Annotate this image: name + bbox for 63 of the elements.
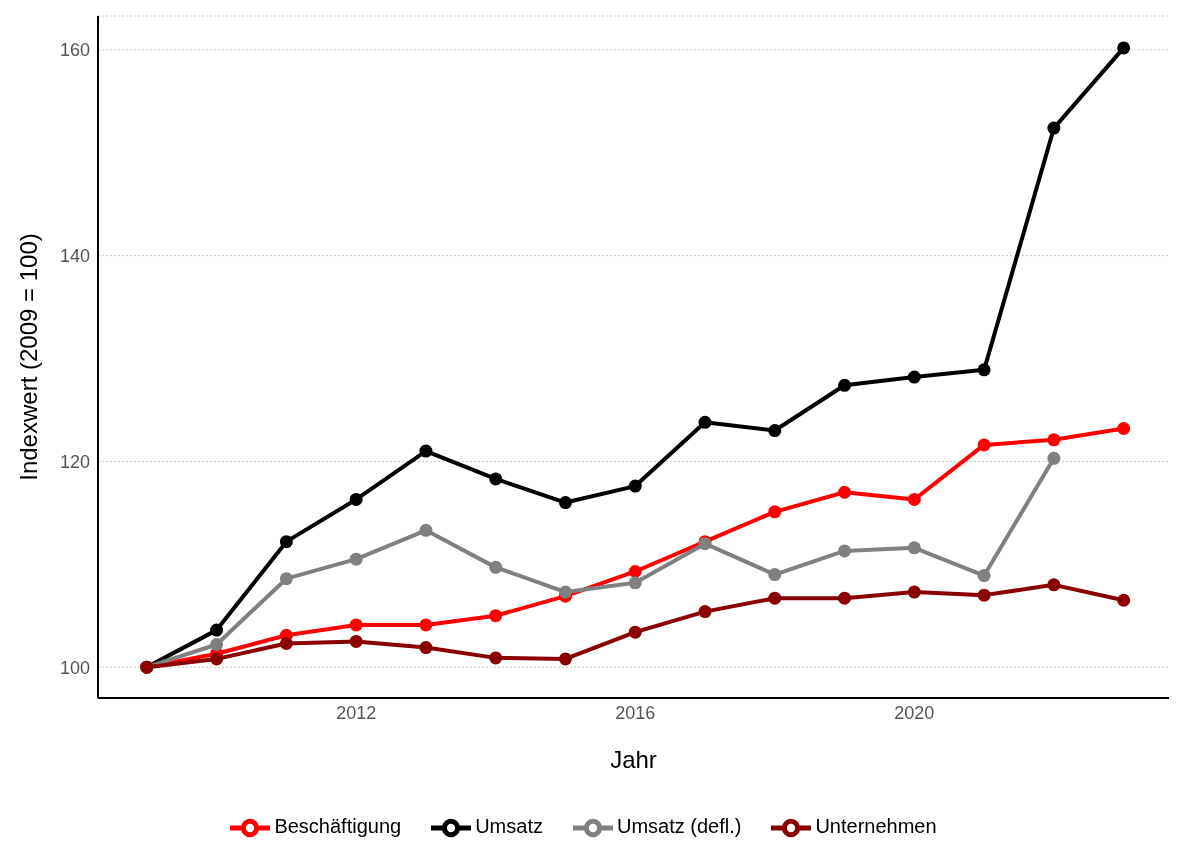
x-tick-label: 2020 [894, 702, 935, 723]
point [349, 492, 363, 506]
point [1047, 578, 1061, 592]
point [907, 541, 921, 555]
point [210, 652, 224, 666]
point [838, 485, 852, 499]
point [419, 618, 433, 632]
point [1117, 41, 1131, 55]
point [489, 472, 503, 486]
point [558, 496, 572, 510]
y-tick-label: 100 [59, 657, 90, 678]
point [977, 588, 991, 602]
point [698, 415, 712, 429]
point [558, 585, 572, 599]
point [489, 609, 503, 623]
point [558, 652, 572, 666]
point [210, 623, 224, 637]
point [489, 560, 503, 574]
point [419, 641, 433, 655]
point [349, 552, 363, 566]
legend-label: Unternehmen [815, 815, 937, 838]
x-tick-label: 2012 [336, 702, 377, 723]
point [1117, 421, 1131, 435]
point [419, 523, 433, 537]
point [279, 572, 293, 586]
point [768, 568, 782, 582]
x-tick-label: 2016 [615, 702, 656, 723]
y-tick-label: 140 [59, 246, 90, 267]
point [628, 576, 642, 590]
y-axis-title: Indexwert (2009 = 100) [14, 233, 42, 481]
point [489, 651, 503, 665]
point [1047, 121, 1061, 135]
legend-label: Umsatz [475, 815, 543, 838]
point [907, 370, 921, 384]
point [279, 636, 293, 650]
point [838, 544, 852, 558]
y-tick-label: 120 [59, 451, 90, 472]
point [838, 378, 852, 392]
y-tick-label: 160 [59, 40, 90, 61]
point [907, 492, 921, 506]
point [977, 438, 991, 452]
point [349, 618, 363, 632]
point [977, 569, 991, 583]
x-axis-title: Jahr [610, 746, 657, 773]
point [698, 605, 712, 619]
legend-label: Umsatz (defl.) [616, 815, 742, 838]
point [977, 363, 991, 377]
point [349, 634, 363, 648]
point [1047, 433, 1061, 447]
point [279, 535, 293, 549]
point [419, 444, 433, 458]
point [1047, 451, 1061, 465]
point [628, 479, 642, 493]
point [628, 625, 642, 639]
point [768, 591, 782, 605]
point [907, 585, 921, 599]
legend-label: Beschäftigung [274, 815, 402, 838]
point [628, 564, 642, 578]
point [210, 638, 224, 652]
point [768, 424, 782, 438]
point [1117, 593, 1131, 607]
point [768, 505, 782, 519]
point [838, 591, 852, 605]
